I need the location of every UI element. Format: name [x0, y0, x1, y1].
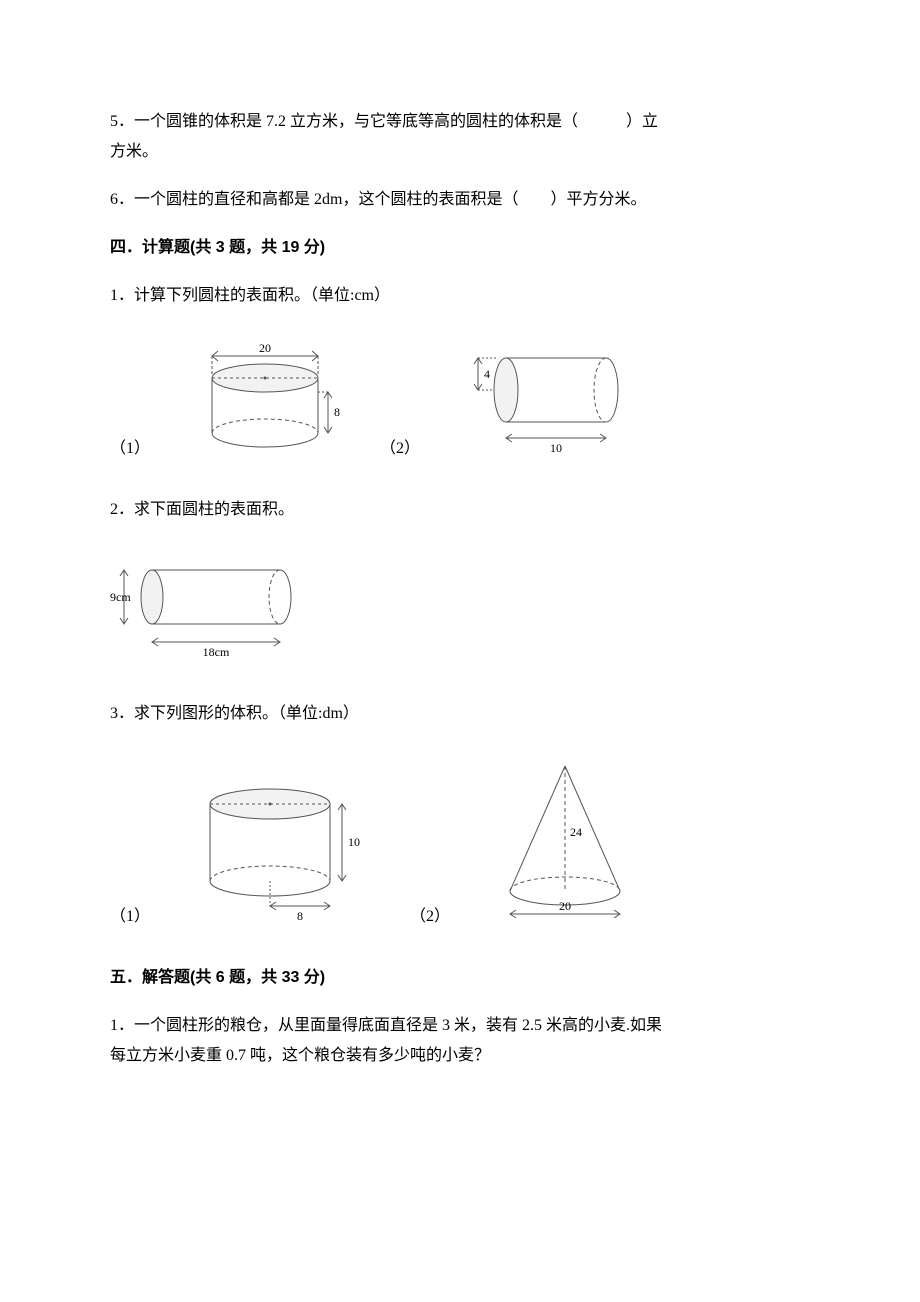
q6-text: 6．一个圆柱的直径和高都是 2dm，这个圆柱的表面积是（ ）平方分米。 — [110, 191, 646, 208]
q5-line1: 5．一个圆锥的体积是 7.2 立方米，与它等底等高的圆柱的体积是（ ）立 — [110, 110, 810, 134]
s4q3-text: 3．求下列图形的体积。（单位:dm） — [110, 702, 810, 726]
s4q3-figures: （1） 10 8 （2） 24 20 — [110, 756, 810, 926]
section-5-heading: 五．解答题(共 6 题，共 33 分) — [110, 966, 810, 990]
s4q1-fig2: 4 10 — [460, 338, 630, 458]
question-5: 5．一个圆锥的体积是 7.2 立方米，与它等底等高的圆柱的体积是（ ）立 方米。 — [110, 110, 810, 164]
s5q1: 1．一个圆柱形的粮仓，从里面量得底面直径是 3 米，装有 2.5 米高的小麦.如… — [110, 1014, 810, 1068]
s4q3-fig1: 10 8 — [190, 776, 370, 926]
s5q1-line2: 每立方米小麦重 0.7 吨，这个粮仓装有多少吨的小麦？ — [110, 1044, 810, 1068]
s4q1-figures: （1） 20 8 （2） 4 — [110, 338, 810, 458]
section-4-heading: 四．计算题(共 3 题，共 19 分) — [110, 236, 810, 260]
s4q1-text: 1．计算下列圆柱的表面积。（单位:cm） — [110, 284, 810, 308]
s4q3-fig2-height: 24 — [570, 825, 582, 839]
s4q3-fig2: 24 20 — [490, 756, 640, 926]
s4q3-fig1-side: 10 — [348, 835, 360, 849]
s4q2-text: 2．求下面圆柱的表面积。 — [110, 498, 810, 522]
s4q1-fig1: 20 8 — [190, 338, 340, 458]
s4q1-fig1-top: 20 — [259, 341, 271, 355]
s4q1-fig2-bottom: 10 — [550, 441, 562, 455]
s5q1-line1: 1．一个圆柱形的粮仓，从里面量得底面直径是 3 米，装有 2.5 米高的小麦.如… — [110, 1014, 810, 1038]
s4q3-label2: （2） — [410, 902, 450, 926]
q5-line2: 方米。 — [110, 140, 810, 164]
s4q2-left: 9cm — [110, 590, 131, 604]
s4q1-fig1-side: 8 — [334, 405, 340, 419]
s4q2-figures: 9cm 9cm 18cm — [110, 552, 810, 662]
s4q3-fig1-bottom: 8 — [297, 909, 303, 923]
s4q2-fig: 9cm 9cm 18cm — [110, 552, 320, 662]
question-6: 6．一个圆柱的直径和高都是 2dm，这个圆柱的表面积是（ ）平方分米。 — [110, 188, 810, 212]
s4q1-fig2-left: 4 — [484, 367, 490, 381]
s4q2-bottom-dim: 18cm — [203, 645, 230, 659]
s4q3-fig2-base: 20 — [559, 899, 571, 913]
s4q3-label1: （1） — [110, 902, 150, 926]
s4q1-label2: （2） — [380, 434, 420, 458]
s4q1-label1: （1） — [110, 434, 150, 458]
